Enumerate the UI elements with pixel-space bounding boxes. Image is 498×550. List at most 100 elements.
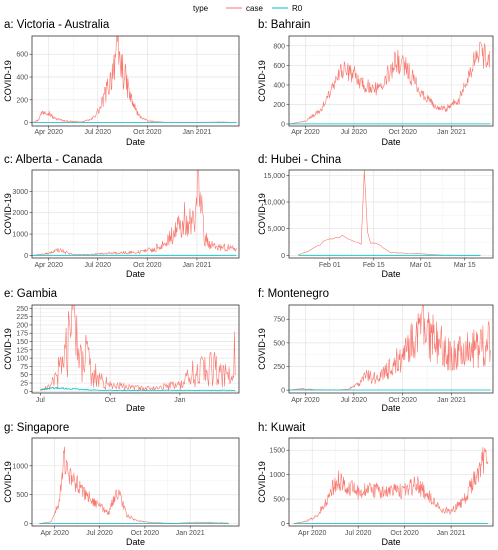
y-tick-label: 600	[16, 52, 28, 59]
x-axis-label: Date	[381, 137, 400, 147]
x-tick-label: Apr 2020	[35, 262, 64, 269]
plot-border	[288, 169, 494, 259]
x-tick-label: Jan 2021	[437, 129, 466, 136]
y-tick-label: 10,000	[264, 200, 286, 207]
x-tick-label: Mar 01	[410, 262, 432, 269]
y-tick-label: 1500	[269, 448, 285, 455]
panel-7: 0 500 1000 1500 Apr 2020 Jul 2020 Oct 2020 Jan …	[257, 422, 494, 547]
y-tick-label: 750	[273, 317, 285, 324]
plot-border	[288, 35, 494, 127]
panel-title: e: Gambia	[4, 288, 58, 300]
series-line-case	[293, 447, 489, 524]
y-tick-label: 1000	[12, 232, 28, 239]
panel-6: 0 500 1000 Apr 2020 Jul 2020 Oct 2020 Jan 2021…	[3, 422, 240, 547]
y-tick-label: 200	[16, 322, 28, 329]
y-tick-label: 0	[24, 120, 28, 127]
x-tick-label: Oct 2020	[133, 262, 162, 269]
x-axis-label: Date	[381, 269, 400, 279]
x-tick-label: Jul 2020	[345, 530, 372, 537]
x-tick-label: Oct 2020	[133, 129, 162, 136]
x-tick-label: Jul 2020	[86, 530, 113, 537]
y-tick-label: 0	[281, 253, 285, 260]
x-tick-label: Oct 2020	[388, 129, 417, 136]
y-tick-label: 0	[24, 253, 28, 260]
y-tick-label: 2000	[12, 210, 28, 217]
plot-background	[289, 36, 493, 126]
y-axis-label: COVID-19	[3, 461, 13, 503]
panels: 0 200 400 600 Apr 2020 Jul 2020 Oct 2020 Jan 20…	[3, 19, 494, 547]
y-tick-label: 0	[24, 521, 28, 528]
x-tick-label: Oct 2020	[390, 530, 419, 537]
plot-border	[288, 304, 494, 394]
y-tick-label: 75	[20, 364, 28, 371]
y-axis-label: COVID-19	[3, 193, 13, 235]
y-tick-label: 3000	[12, 189, 28, 196]
y-tick-label: 500	[273, 340, 285, 347]
y-tick-label: 0	[281, 388, 285, 395]
x-axis-label: Date	[126, 403, 145, 413]
panel-title: f: Montenegro	[258, 288, 329, 300]
series-line-case	[40, 305, 236, 392]
legend-title: type	[193, 4, 209, 13]
x-tick-label: Jan 2021	[176, 530, 205, 537]
panel-title: a: Victoria - Australia	[4, 19, 110, 31]
y-tick-label: 250	[273, 364, 285, 371]
x-tick-label: Jan 2021	[183, 262, 212, 269]
panel-2: 0 1000 2000 3000 Apr 2020 Jul 2020 Oct 2020 Jan…	[3, 154, 240, 279]
plot-background	[289, 170, 493, 258]
y-tick-label: 1000	[12, 463, 28, 470]
y-tick-label: 200	[16, 97, 28, 104]
y-tick-label: 100	[16, 356, 28, 363]
x-tick-label: Jan 2021	[437, 397, 466, 404]
x-tick-label: Oct 2020	[388, 397, 417, 404]
y-tick-label: 15,000	[264, 173, 286, 180]
y-tick-label: 50	[20, 372, 28, 379]
panel-3: 0 5,000 10,000 15,000 Feb 01 Feb 15 Mar 01 Mar …	[257, 154, 494, 279]
plot-background	[289, 305, 493, 393]
x-axis-label: Date	[126, 269, 145, 279]
plot-border	[288, 437, 494, 527]
x-tick-label: Jul 2020	[85, 262, 112, 269]
plot-border	[31, 304, 240, 394]
legend: type case R0	[193, 4, 303, 13]
y-axis-label: COVID-19	[257, 328, 267, 370]
y-tick-label: 125	[16, 347, 28, 354]
x-tick-label: Jul	[36, 397, 45, 404]
legend-label-r0: R0	[292, 4, 303, 13]
x-tick-label: Oct 2020	[131, 530, 160, 537]
x-tick-label: Mar 15	[454, 262, 476, 269]
x-tick-label: Jul 2020	[85, 129, 112, 136]
y-tick-label: 1000	[269, 472, 285, 479]
plot-border	[31, 35, 240, 127]
y-tick-label: 175	[16, 331, 28, 338]
y-axis-label: COVID-19	[257, 461, 267, 503]
x-tick-label: Apr 2020	[298, 530, 327, 537]
y-tick-label: 200	[273, 102, 285, 109]
y-axis-label: COVID-19	[257, 193, 267, 235]
y-tick-label: 600	[273, 63, 285, 70]
panel-title: d: Hubei - China	[258, 154, 342, 166]
x-tick-label: Jul 2020	[341, 129, 368, 136]
y-tick-label: 250	[16, 306, 28, 313]
y-tick-label: 400	[273, 82, 285, 89]
x-tick-label: Feb 01	[319, 262, 341, 269]
panel-0: 0 200 400 600 Apr 2020 Jul 2020 Oct 2020 Jan 20…	[3, 19, 240, 147]
series-line-case	[39, 446, 229, 524]
x-axis-label: Date	[126, 537, 145, 547]
y-axis-label: COVID-19	[257, 60, 267, 102]
x-axis-label: Date	[381, 537, 400, 547]
x-tick-label: Jan 2021	[183, 129, 212, 136]
y-tick-label: 0	[281, 521, 285, 528]
y-tick-label: 500	[16, 492, 28, 499]
x-tick-label: Jan 2021	[437, 530, 466, 537]
series-line-case	[32, 170, 237, 256]
panel-title: b: Bahrain	[258, 19, 310, 31]
x-tick-label: Jul 2020	[341, 397, 368, 404]
y-tick-label: 800	[273, 43, 285, 50]
panel-title: c: Alberta - Canada	[4, 154, 103, 166]
panel-1: 0 200 400 600 800 Apr 2020 Jul 2020 Oct 2020 Jan…	[257, 19, 494, 147]
plot-background	[32, 438, 239, 526]
y-tick-label: 5,000	[267, 226, 285, 233]
